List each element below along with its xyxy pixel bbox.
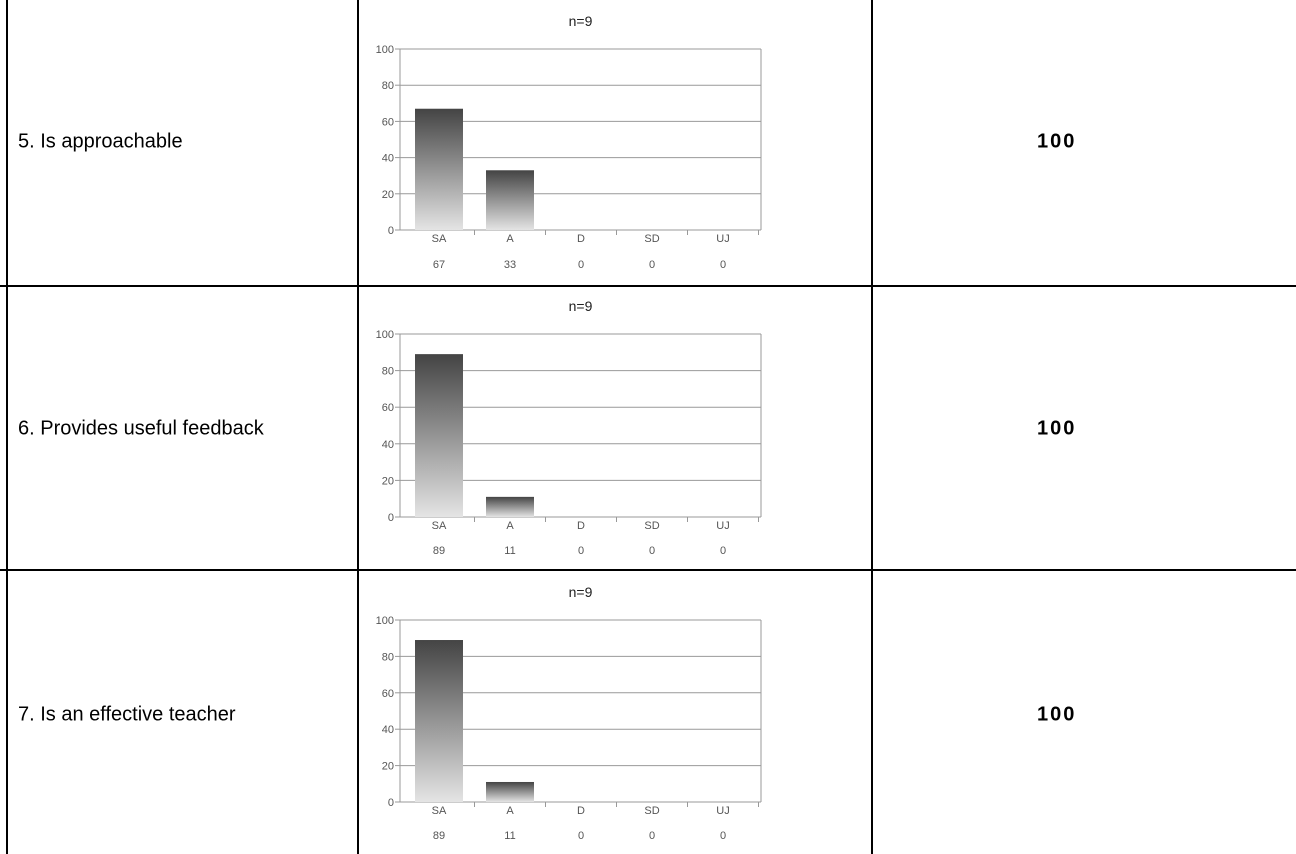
y-tick-label: 80 [382,80,394,92]
question-label: 6. Provides useful feedback [18,417,264,440]
bar-a [486,170,534,230]
table-column-divider-2 [871,0,873,854]
x-tick-label: UJ [716,233,729,245]
chart-title: n=9 [569,584,593,600]
y-tick-label: 40 [382,153,394,165]
score-value: 100 [1037,130,1077,153]
bar-sa [415,108,463,230]
data-label: 0 [720,545,726,557]
data-label: 0 [578,259,584,271]
x-tick-label: SA [432,233,447,245]
table-row-divider-2 [0,569,1296,571]
data-label: 89 [433,545,445,557]
data-label: 0 [649,830,655,842]
y-tick-label: 100 [376,615,394,627]
y-tick-label: 60 [382,688,394,700]
y-tick-label: 60 [382,116,394,128]
data-label: 0 [649,545,655,557]
y-tick-label: 0 [388,512,394,524]
question-label: 5. Is approachable [18,130,183,153]
score-value: 100 [1037,703,1077,726]
data-label: 0 [720,830,726,842]
y-tick-label: 80 [382,366,394,378]
data-label: 11 [504,830,515,842]
data-label: 89 [433,830,445,842]
table-column-divider-1 [357,0,359,854]
x-tick-label: SD [644,233,659,245]
x-tick-label: SA [432,805,447,817]
data-label: 0 [649,259,655,271]
x-tick-label: D [577,233,585,245]
y-tick-label: 20 [382,475,394,487]
table-row-divider-1 [0,285,1296,287]
bar-chart: n=9 0 20 40 60 80 100 SA 89 A 11 D 0 SD 0 UJ 0 [376,298,762,557]
x-tick-label: A [506,233,514,245]
bar-sa [415,640,463,802]
bar-a [486,781,534,802]
x-tick-label: UJ [716,805,729,817]
data-label: 0 [578,545,584,557]
x-tick-label: A [506,520,514,532]
x-tick-label: UJ [716,520,729,532]
y-tick-label: 40 [382,724,394,736]
y-tick-label: 60 [382,402,394,414]
y-tick-label: 40 [382,439,394,451]
chart-title: n=9 [569,13,593,29]
data-label: 0 [578,830,584,842]
bar-sa [415,354,463,517]
y-tick-label: 20 [382,761,394,773]
data-label: 67 [433,259,445,271]
y-tick-label: 0 [388,797,394,809]
bar-a [486,496,534,517]
score-value: 100 [1037,417,1077,440]
x-tick-label: D [577,520,585,532]
question-label: 7. Is an effective teacher [18,703,236,726]
y-tick-label: 100 [376,44,394,56]
x-tick-label: SD [644,805,659,817]
y-tick-label: 20 [382,189,394,201]
x-tick-label: A [506,805,514,817]
data-label: 0 [720,259,726,271]
table-column-divider-left [6,0,8,854]
y-tick-label: 0 [388,225,394,237]
x-tick-label: SA [432,520,447,532]
bar-chart: n=9 0 20 40 60 80 100 SA 89 A 11 D 0 SD 0 UJ 0 [376,584,762,842]
data-label: 11 [504,545,515,557]
bar-chart: n=9 0 20 40 60 80 100 SA 67 A 33 D 0 SD 0 UJ 0 [376,13,762,271]
y-tick-label: 80 [382,651,394,663]
x-tick-label: D [577,805,585,817]
data-label: 33 [504,259,516,271]
chart-title: n=9 [569,298,593,314]
x-tick-label: SD [644,520,659,532]
y-tick-label: 100 [376,329,394,341]
